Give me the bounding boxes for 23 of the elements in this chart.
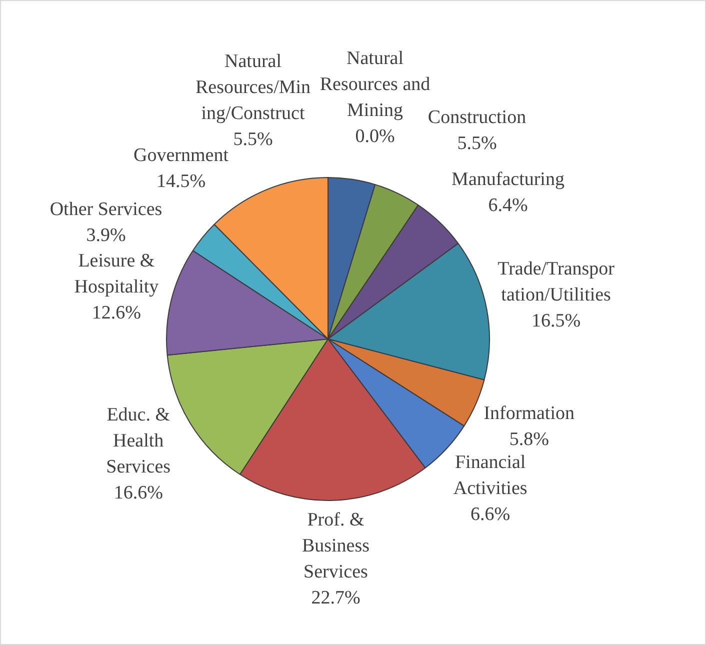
slice-label: Trade/Transportation/Utilities xyxy=(498,258,616,306)
slice-label: Natural Resources/Mining/Construct xyxy=(195,50,312,124)
slice-label: Manufacturing xyxy=(452,168,565,190)
data-label: 6.4% xyxy=(488,194,528,216)
slice-label: Other Services xyxy=(50,198,162,220)
data-label: 16.5% xyxy=(532,310,581,332)
data-label: 22.7% xyxy=(311,588,360,608)
slice-label: Leisure & Hospitality xyxy=(74,250,160,298)
data-label: 3.9% xyxy=(86,224,126,246)
data-label: 14.5% xyxy=(156,170,206,192)
slice-label: Educ. & Health Services xyxy=(106,404,171,478)
slice-label: Financial Activities xyxy=(453,452,528,500)
slice-label: Prof. & Business Services xyxy=(302,510,370,582)
slice-label: Information xyxy=(484,402,575,424)
slice-label: Government xyxy=(134,144,230,166)
data-label: 5.5% xyxy=(233,128,273,150)
text: 0.0% xyxy=(355,126,395,147)
data-label: 5.8% xyxy=(509,428,550,450)
data-label: 16.6% xyxy=(114,482,164,504)
data-label: 5.5% xyxy=(457,132,497,154)
data-label: 12.6% xyxy=(92,302,142,324)
data-label: 6.6% xyxy=(470,504,510,526)
slice-label: Construction xyxy=(428,106,527,128)
